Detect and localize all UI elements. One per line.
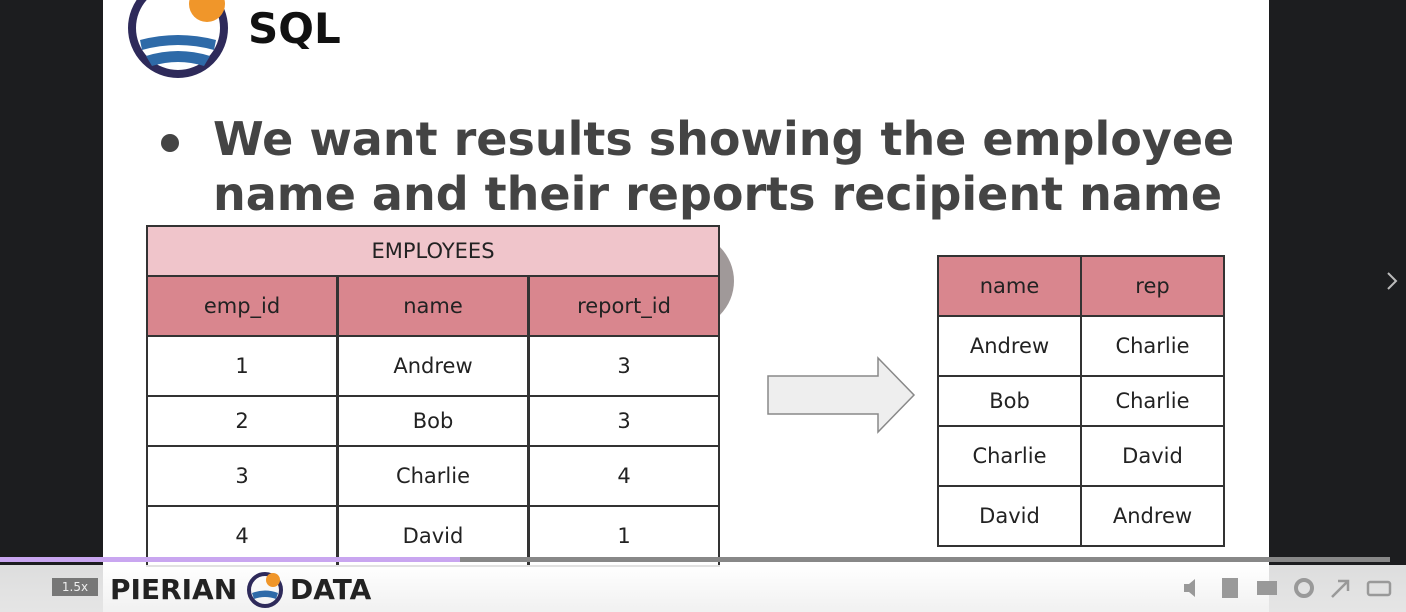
- table-title: EMPLOYEES: [146, 225, 720, 277]
- table-cell: Bob: [937, 375, 1082, 427]
- player-icons: [1184, 578, 1392, 598]
- table-cell: Bob: [337, 395, 529, 447]
- table-cell: 3: [528, 335, 720, 397]
- table-cell: 2: [146, 395, 338, 447]
- next-chevron[interactable]: [1387, 272, 1398, 290]
- captions-icon[interactable]: [1257, 581, 1277, 595]
- table-cell: David: [337, 505, 529, 567]
- table-header: rep: [1080, 255, 1225, 317]
- table-cell: Andrew: [937, 315, 1082, 377]
- table-header: emp_id: [146, 275, 338, 337]
- progress-track[interactable]: [0, 557, 1390, 562]
- bullet-line: name and their reports recipient name: [213, 167, 1223, 221]
- table-cell: 3: [528, 395, 720, 447]
- footer-logo: [247, 572, 283, 608]
- transcript-icon[interactable]: [1222, 578, 1238, 598]
- expand-icon[interactable]: [1366, 580, 1392, 597]
- table-cell: 4: [528, 445, 720, 507]
- footer-brand: DATA: [290, 573, 372, 606]
- logo-wave: [146, 51, 210, 66]
- table-cell: 1: [528, 505, 720, 567]
- logo-ring: [128, 0, 228, 78]
- logo-text: SQL: [248, 4, 341, 53]
- footer-brand: PIERIAN: [110, 573, 238, 606]
- table-cell: Charlie: [1080, 375, 1225, 427]
- volume-icon[interactable]: [1184, 579, 1195, 597]
- table-cell: Andrew: [337, 335, 529, 397]
- table-cell: Charlie: [337, 445, 529, 507]
- table-cell: David: [1080, 425, 1225, 487]
- table-cell: Charlie: [937, 425, 1082, 487]
- table-header: name: [337, 275, 529, 337]
- logo-wave: [140, 35, 216, 50]
- bullet-line: We want results showing the employee: [213, 112, 1235, 166]
- table-cell: Charlie: [1080, 315, 1225, 377]
- table-header: name: [937, 255, 1082, 317]
- fullscreen-icon[interactable]: [1331, 579, 1350, 598]
- table-cell: 4: [146, 505, 338, 567]
- control-bar: 1.5x PIERIAN DATA: [0, 557, 1406, 612]
- arrow: [767, 356, 916, 434]
- table-cell: 3: [146, 445, 338, 507]
- speed-button[interactable]: 1.5x: [52, 578, 98, 596]
- table-cell: David: [937, 485, 1082, 547]
- table-cell: 1: [146, 335, 338, 397]
- logo-sun: [189, 0, 225, 22]
- progress-played: [0, 557, 460, 562]
- table-header: report_id: [528, 275, 720, 337]
- bullet-dot: [161, 134, 179, 152]
- table-cell: Andrew: [1080, 485, 1225, 547]
- settings-icon[interactable]: [1294, 578, 1314, 598]
